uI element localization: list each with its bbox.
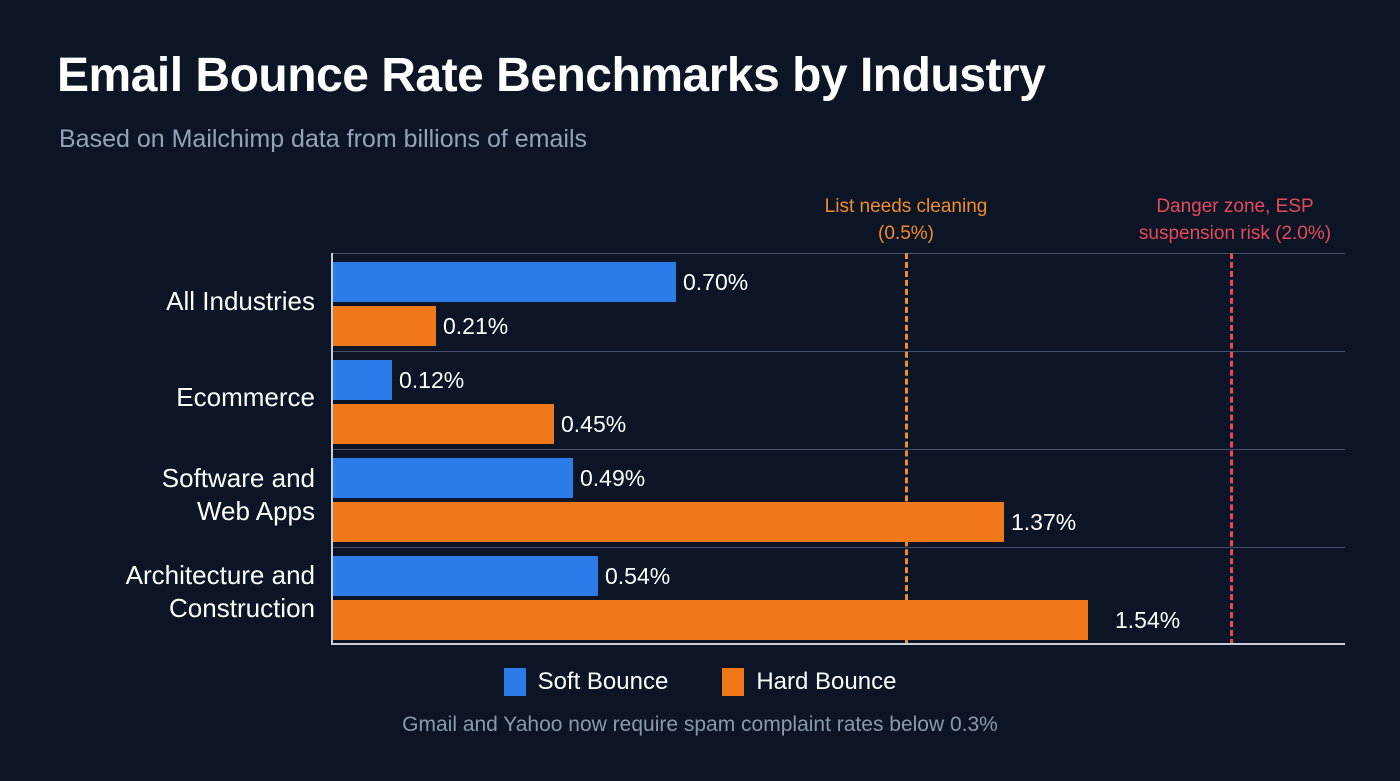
legend-label-hard-bounce: Hard Bounce <box>756 668 897 695</box>
bar-value-soft-software-and-web-apps: 0.49% <box>580 465 646 491</box>
annotation-danger-zone: Danger zone, ESP suspension risk (2.0%) <box>1138 196 1332 244</box>
bar-soft-software-and-web-apps <box>333 458 573 498</box>
gridline-3 <box>331 547 1345 548</box>
gridline-0 <box>331 253 1345 254</box>
bar-hard-software-and-web-apps <box>333 502 1004 542</box>
threshold-line-danger-zone <box>1230 253 1233 645</box>
plot-area: 0.70% 0.21% 0.12% 0.45% 0.49% 1.37% 0.54… <box>331 253 1345 645</box>
chart-legend: Soft Bounce Hard Bounce <box>0 668 1400 696</box>
footer-note: Gmail and Yahoo now require spam complai… <box>402 713 998 736</box>
y-axis-spine <box>331 253 333 645</box>
chart-title: Email Bounce Rate Benchmarks by Industry <box>57 49 1046 102</box>
bar-value-hard-ecommerce: 0.45% <box>561 411 627 437</box>
bar-value-hard-architecture-and-construction: 1.54% <box>1115 607 1181 633</box>
chart-subtitle: Based on Mailchimp data from billions of… <box>59 125 588 153</box>
legend-item-soft-bounce[interactable]: Soft Bounce <box>503 668 669 696</box>
category-label-ecommerce: Ecommerce <box>176 382 315 412</box>
legend-item-hard-bounce[interactable]: Hard Bounce <box>722 668 896 696</box>
bar-value-soft-architecture-and-construction: 0.54% <box>605 563 671 589</box>
x-axis-spine <box>331 643 1345 645</box>
bar-value-hard-all-industries: 0.21% <box>443 313 509 339</box>
threshold-line-list-cleaning <box>905 253 908 645</box>
bar-value-hard-software-and-web-apps: 1.37% <box>1011 509 1077 535</box>
category-label-software-and-web-apps: Software and Web Apps <box>161 463 315 526</box>
bar-hard-architecture-and-construction <box>333 600 1088 640</box>
gridline-2 <box>331 449 1345 450</box>
legend-swatch-soft-bounce <box>503 668 526 696</box>
category-label-all-industries: All Industries <box>166 286 315 316</box>
category-label-architecture-and-construction: Architecture and Construction <box>125 560 315 623</box>
bar-hard-all-industries <box>333 306 436 346</box>
annotation-list-needs-cleaning: List needs cleaning (0.5%) <box>824 196 988 244</box>
gridline-1 <box>331 351 1345 352</box>
bar-soft-architecture-and-construction <box>333 556 598 596</box>
legend-swatch-hard-bounce <box>722 668 745 696</box>
bar-soft-ecommerce <box>333 360 392 400</box>
bar-hard-ecommerce <box>333 404 554 444</box>
bar-soft-all-industries <box>333 262 676 302</box>
legend-label-soft-bounce: Soft Bounce <box>537 668 669 695</box>
bar-value-soft-ecommerce: 0.12% <box>399 367 465 393</box>
bar-value-soft-all-industries: 0.70% <box>683 269 749 295</box>
